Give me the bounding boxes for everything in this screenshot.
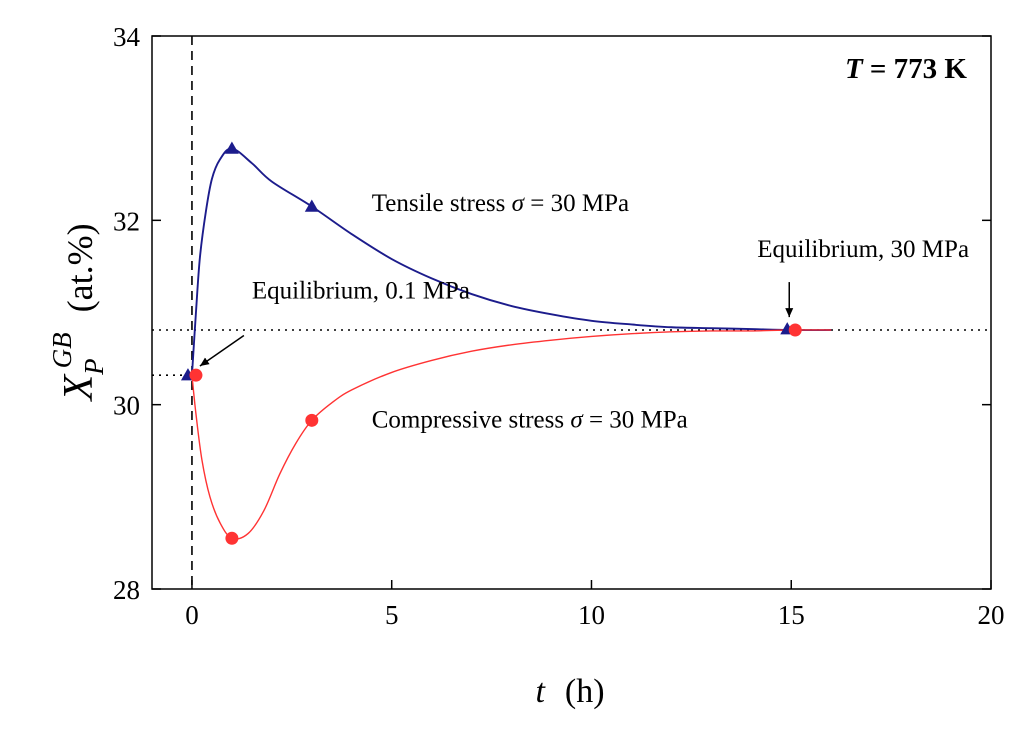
y-axis-subscript: P xyxy=(79,358,109,376)
y-axis-unit: (at.%) xyxy=(60,223,100,312)
tensile-marker-2 xyxy=(304,199,319,212)
y-axis-superscript: GB xyxy=(47,332,77,368)
tensile-annotation-text: Tensile stress xyxy=(372,190,512,217)
compressive-curve xyxy=(191,329,832,540)
plot-frame xyxy=(151,35,992,590)
x-axis-symbol: t xyxy=(535,673,546,710)
compressive-marker-0 xyxy=(189,368,203,382)
y-tick-label-34: 34 xyxy=(113,22,141,52)
y-tick-label-28: 28 xyxy=(113,575,140,605)
tensile-curve xyxy=(191,147,832,376)
compressive-marker-1 xyxy=(225,531,239,545)
x-tick-label-0: 0 xyxy=(185,600,199,630)
equilibrium-30-mpa-annotation: Equilibrium, 30 MPa xyxy=(757,236,969,263)
y-tick-label-30: 30 xyxy=(113,391,140,421)
tensile-annotation-value: = 30 MPa xyxy=(524,190,629,217)
tensile-annotation-symbol: σ xyxy=(512,190,526,217)
condition-symbol: T xyxy=(845,53,864,85)
equilibrium-0-1-mpa-arrow xyxy=(199,334,245,367)
tensile-marker-1 xyxy=(224,141,239,154)
x-axis: 0 5 10 15 20 xyxy=(185,580,1005,630)
x-tick-label-5: 5 xyxy=(385,600,399,630)
y-axis-title: XPGB (at.%) xyxy=(47,223,109,402)
compressive-annotation: Compressive stress σ = 30 MPa xyxy=(372,407,688,434)
y-axis: 28 30 32 34 xyxy=(113,22,991,605)
tensile-annotation: Tensile stress σ = 30 MPa xyxy=(372,190,629,217)
compressive-annotation-symbol: σ xyxy=(570,407,584,434)
y-axis-symbol: X xyxy=(56,373,102,403)
y-axis-title-text: XPGB (at.%) xyxy=(47,223,109,402)
x-tick-label-20: 20 xyxy=(978,600,1005,630)
condition-label: T = 773 K xyxy=(845,53,967,85)
x-tick-label-10: 10 xyxy=(578,600,605,630)
equilibrium-0-1-mpa-annotation: Equilibrium, 0.1 MPa xyxy=(252,278,470,305)
x-axis-title: t (h) xyxy=(535,673,604,710)
condition-value: = 773 K xyxy=(863,53,968,85)
compressive-marker-2 xyxy=(305,413,319,427)
x-axis-unit: (h) xyxy=(565,673,605,710)
compressive-annotation-text: Compressive stress xyxy=(372,407,571,434)
compressive-annotation-value: = 30 MPa xyxy=(583,407,688,434)
series-layer xyxy=(180,141,832,545)
y-tick-label-32: 32 xyxy=(113,206,140,236)
x-tick-label-15: 15 xyxy=(778,600,805,630)
compressive-marker-3 xyxy=(788,323,802,337)
reference-lines xyxy=(152,36,991,589)
